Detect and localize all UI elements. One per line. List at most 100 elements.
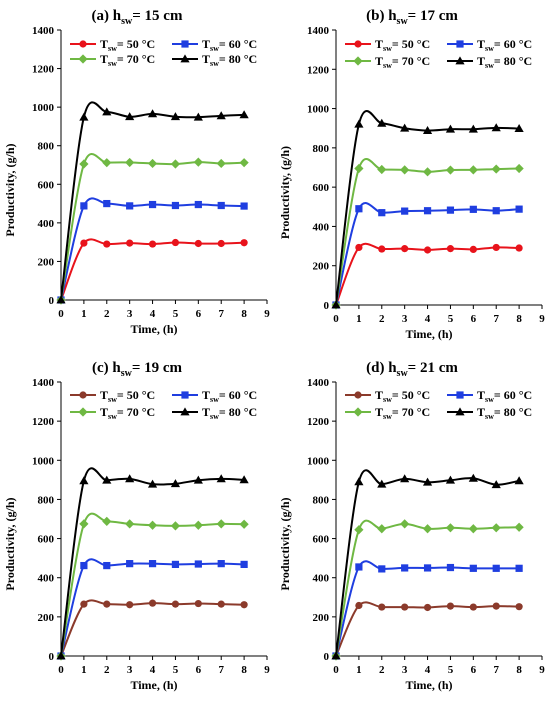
data-point [401,603,409,611]
data-point [102,516,112,526]
data-point [468,524,478,534]
x-tick-label: 3 [402,313,408,325]
data-point [126,202,134,210]
data-point [170,479,181,488]
legend-label: Tsw= 70 °C [100,405,155,421]
series-line [60,153,245,301]
legend-label: Tsw= 70 °C [100,52,155,68]
data-point [216,519,226,529]
data-point [378,245,386,253]
data-point [423,564,432,572]
x-tick-label: 6 [196,308,202,320]
data-point [515,603,523,611]
data-point [239,475,249,484]
data-point [217,560,225,568]
data-point [401,245,409,253]
data-point [239,158,249,168]
data-point [491,164,501,174]
data-point [492,602,500,610]
y-tick-label: 800 [313,494,330,506]
data-point [240,601,248,609]
legend-marker [180,54,190,63]
y-tick-label: 600 [38,534,55,546]
data-point [216,111,226,120]
data-point [354,525,364,535]
legend-label: Tsw= 50 °C [100,388,155,404]
data-point [193,475,203,484]
x-tick-label: 9 [539,313,545,325]
x-axis-label: Time, (h) [130,322,177,336]
data-point [355,601,363,610]
data-point [422,477,433,486]
y-tick-label: 0 [49,295,55,307]
data-point [147,479,158,488]
y-tick-label: 1000 [307,455,330,467]
y-tick-label: 200 [313,612,330,624]
data-point [515,244,523,252]
y-tick-label: 400 [313,221,330,233]
y-tick-label: 400 [313,573,330,585]
data-point [515,564,523,572]
data-point [401,564,409,572]
data-point [469,245,477,254]
data-point [171,600,180,608]
data-point [469,603,477,611]
legend-label: Tsw= 50 °C [375,37,430,53]
data-point [103,199,111,208]
data-point [240,202,248,210]
legend-marker [455,56,465,65]
y-tick-label: 1400 [307,377,330,389]
series-line [60,467,245,657]
data-point [79,519,89,529]
data-point [378,209,386,217]
legend-label: Tsw= 80 °C [477,54,532,70]
x-tick-label: 1 [356,313,362,325]
data-point [515,205,523,213]
data-point [79,476,89,485]
data-point [148,200,157,209]
data-point [79,159,89,169]
data-point [170,159,181,169]
data-point [56,651,66,660]
legend-label: Tsw= 80 °C [202,52,257,68]
data-point [79,112,89,121]
legend-marker [78,407,88,417]
chart-c: (c) hsw= 19 cm 0 200 400 600 800 1000 1200 1400 0… [3,360,270,692]
data-point [400,519,410,529]
y-tick-label: 600 [313,182,330,194]
data-point [491,123,501,132]
data-point [56,295,66,304]
chart-title: (b) hsw= 17 cm [366,8,458,27]
chart-title: (a) hsw= 15 cm [92,8,183,27]
chart-panel-d: (d) hsw= 21 cm 0 200 400 600 800 1000 1200 1400 0… [275,352,550,704]
data-point [239,519,249,529]
data-point [378,603,386,611]
series-line [60,238,245,301]
x-tick-label: 5 [448,313,454,325]
x-tick-label: 4 [425,664,431,676]
legend-marker [180,407,190,416]
data-point [194,239,202,248]
x-tick-label: 3 [402,664,408,676]
y-axis-label: Productivity, (g/h) [3,143,17,236]
x-tick-label: 5 [173,664,179,676]
data-point [377,479,387,488]
data-point [468,124,478,133]
data-point [239,110,249,119]
legend-marker [354,40,362,48]
x-tick-label: 4 [150,664,156,676]
data-point [147,520,158,530]
data-point [80,239,88,247]
data-point [125,474,135,483]
x-tick-label: 4 [425,313,431,325]
y-axis-label: Productivity, (g/h) [278,497,292,590]
y-tick-label: 1200 [32,64,55,76]
data-point [491,523,501,533]
data-point [240,239,248,247]
y-axis-label: Productivity, (g/h) [3,497,17,590]
x-tick-label: 2 [379,313,385,325]
data-point [80,600,88,608]
data-point [422,125,433,134]
legend-marker [353,56,363,66]
series-line [60,558,245,657]
